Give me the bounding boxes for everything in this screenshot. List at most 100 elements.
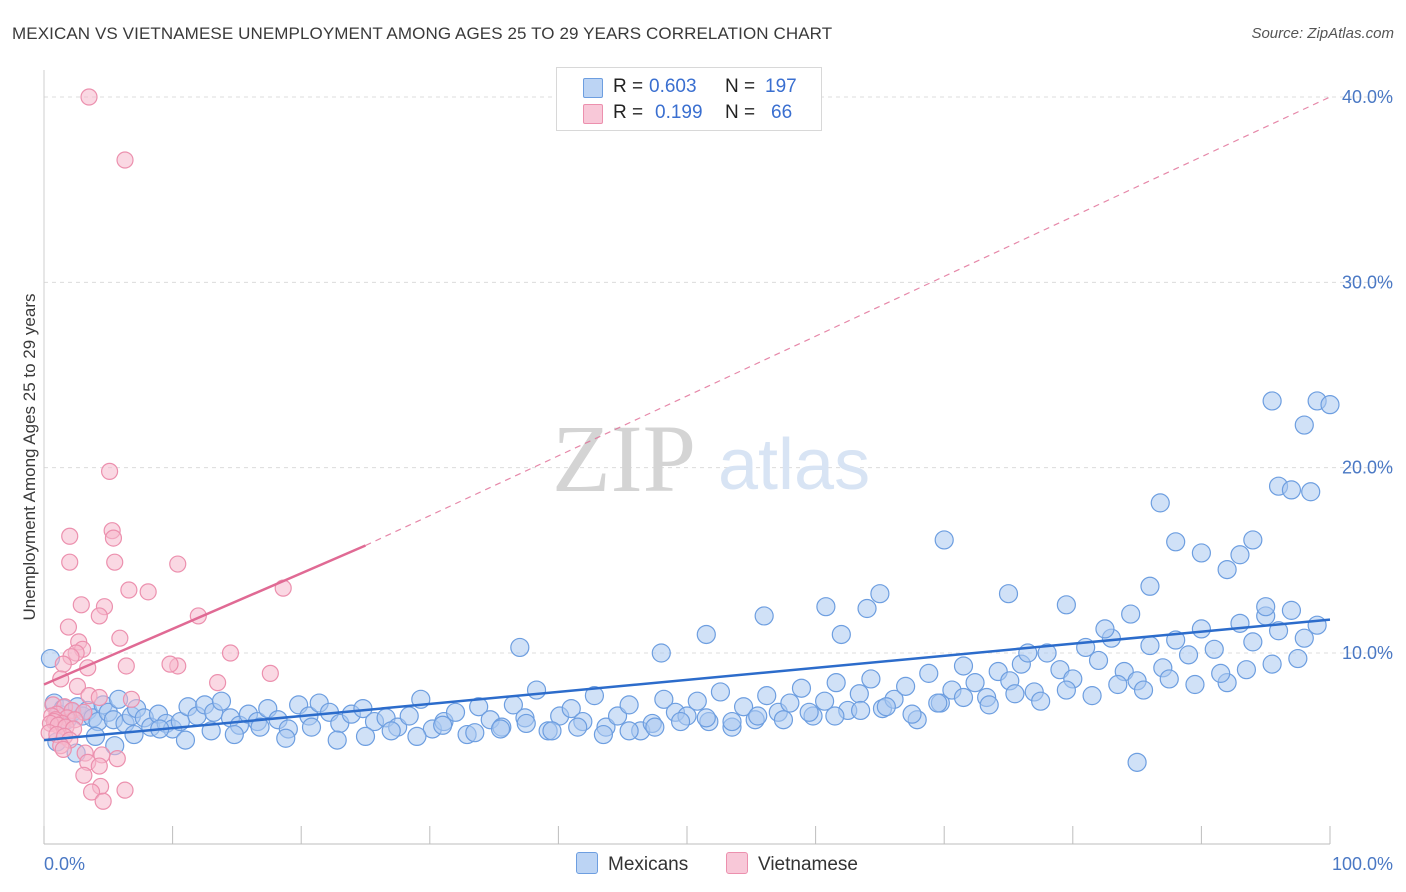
point-vietnamese: [169, 555, 187, 573]
point-mexicans: [953, 656, 974, 676]
point-vietnamese: [72, 596, 90, 614]
point-vietnamese: [120, 581, 138, 599]
point-mexicans: [1050, 660, 1070, 680]
point-mexicans: [1108, 674, 1128, 695]
series-mexicans-points: [40, 391, 1340, 772]
point-mexicans: [175, 730, 196, 750]
bottom-legend-swatch-vietnamese: [726, 852, 748, 874]
point-vietnamese: [75, 766, 93, 784]
point-mexicans: [849, 684, 869, 704]
point-mexicans: [301, 717, 322, 737]
point-mexicans: [687, 691, 707, 711]
point-mexicans: [696, 624, 716, 645]
point-mexicans: [1095, 619, 1115, 639]
point-vietnamese: [261, 664, 279, 682]
point-mexicans: [445, 702, 466, 722]
point-mexicans: [211, 691, 232, 711]
point-mexicans: [791, 678, 812, 698]
x-tick-label: 0.0%: [44, 854, 85, 874]
point-mexicans: [1056, 595, 1076, 615]
point-mexicans: [469, 697, 489, 717]
bottom-legend-swatch-mexicans: [576, 852, 598, 874]
point-vietnamese: [80, 88, 98, 106]
point-mexicans: [1082, 686, 1102, 706]
bottom-legend-vietnamese: Vietnamese: [726, 852, 858, 878]
point-mexicans: [619, 721, 639, 741]
point-mexicans: [490, 719, 511, 739]
point-mexicans: [1288, 648, 1308, 669]
point-mexicans: [799, 702, 819, 722]
point-mexicans: [861, 669, 881, 689]
point-mexicans: [670, 711, 691, 732]
point-mexicans: [928, 693, 948, 713]
y-tick-label: 40.0%: [1342, 87, 1393, 107]
point-mexicans: [1133, 680, 1154, 700]
point-mexicans: [934, 530, 954, 550]
point-mexicans: [902, 704, 922, 724]
x-tick-labels: 0.0% 100.0%: [44, 854, 1393, 874]
trend-line-vietnamese-extended: [365, 96, 1331, 547]
legend-swatch-vietnamese: [583, 104, 603, 124]
point-mexicans: [1056, 680, 1076, 700]
watermark-zip: ZIP: [552, 405, 696, 512]
point-mexicans: [1236, 660, 1257, 680]
point-mexicans: [355, 726, 376, 747]
point-mexicans: [399, 706, 419, 726]
point-mexicans: [124, 724, 144, 745]
point-mexicans: [1005, 684, 1025, 704]
watermark: ZIP atlas: [552, 405, 870, 512]
point-mexicans: [1088, 650, 1109, 671]
point-vietnamese: [116, 781, 134, 799]
series-vietnamese-points: [40, 88, 292, 810]
y-tick-labels: 10.0% 20.0% 30.0% 40.0%: [1342, 87, 1393, 663]
y-axis-label: Unemployment Among Ages 25 to 29 years: [20, 294, 39, 621]
point-mexicans: [1150, 493, 1170, 513]
point-mexicans: [224, 724, 244, 745]
point-mexicans: [831, 624, 851, 645]
point-mexicans: [561, 698, 581, 719]
point-mexicans: [1320, 395, 1340, 415]
point-mexicans: [1262, 391, 1282, 411]
point-mexicans: [1178, 645, 1199, 665]
point-mexicans: [526, 680, 547, 700]
point-mexicans: [965, 673, 985, 693]
point-mexicans: [607, 706, 628, 726]
point-mexicans: [1121, 604, 1141, 624]
legend-r-value-vietnamese: 0.199: [655, 102, 703, 123]
point-mexicans: [1281, 480, 1302, 500]
point-mexicans: [1191, 619, 1212, 639]
point-vietnamese: [106, 553, 124, 571]
point-mexicans: [851, 700, 871, 721]
trend-line-mexicans: [43, 618, 1331, 742]
watermark-atlas: atlas: [718, 425, 870, 505]
point-vietnamese: [116, 151, 134, 169]
legend-n-label: N =: [725, 76, 756, 97]
point-mexicans: [953, 687, 974, 708]
point-mexicans: [896, 676, 916, 696]
legend-r-value-mexicans: 0.603: [649, 76, 697, 97]
point-mexicans: [542, 721, 562, 741]
point-vietnamese: [111, 629, 129, 647]
point-mexicans: [645, 717, 665, 737]
point-mexicans: [201, 721, 221, 741]
point-vietnamese: [82, 783, 101, 801]
point-mexicans: [1243, 632, 1263, 652]
point-mexicans: [919, 663, 939, 683]
point-mexicans: [381, 721, 401, 741]
point-vietnamese: [54, 655, 72, 673]
point-mexicans: [1307, 615, 1327, 635]
legend-r-label: R =: [613, 102, 644, 123]
point-mexicans: [696, 708, 716, 728]
point-mexicans: [998, 584, 1019, 604]
point-mexicans: [816, 597, 836, 617]
point-mexicans: [1127, 752, 1147, 772]
point-mexicans: [465, 723, 485, 743]
point-mexicans: [1301, 482, 1321, 502]
point-mexicans: [1243, 530, 1263, 550]
point-mexicans: [722, 711, 742, 732]
point-mexicans: [250, 717, 270, 737]
point-vietnamese: [108, 750, 126, 768]
point-mexicans: [510, 637, 530, 658]
point-vietnamese: [139, 583, 157, 601]
point-mexicans: [857, 598, 877, 619]
